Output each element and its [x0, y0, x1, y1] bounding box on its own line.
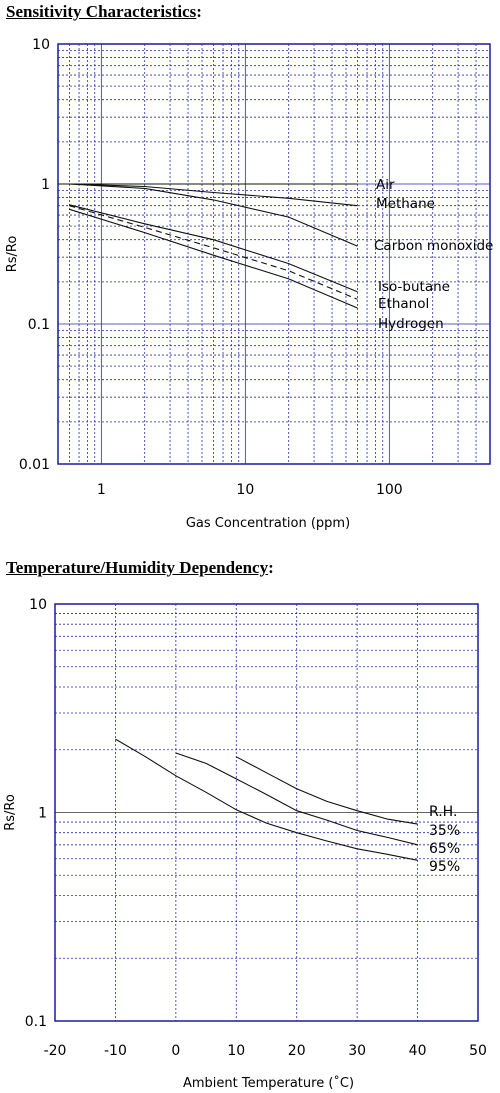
- y-tick-label: 0.01: [19, 457, 50, 473]
- series-line-ethanol: [69, 205, 358, 300]
- sensitivity-chart: 1 10 100 0.01 0.1 1 10 Gas Concentration (ppm) R…: [5, 37, 493, 531]
- y-tick-label: 1: [38, 806, 47, 822]
- series-line-hydrogen: [69, 208, 358, 309]
- x-tick-label: 10: [236, 482, 254, 498]
- series-label-rh-95: 95%: [429, 859, 460, 875]
- plot-frame: [57, 43, 491, 465]
- series-label-air: Air: [376, 177, 395, 193]
- x-axis-label: Gas Concentration (ppm): [186, 516, 350, 531]
- x-tick-label: 100: [376, 482, 403, 498]
- series-label-iso-butane: Iso-butane: [378, 279, 450, 295]
- series-line-methane: [69, 183, 358, 207]
- chart1-title-text: Sensitivity Characteristics: [6, 2, 197, 21]
- x-tick-label: -20: [44, 1043, 67, 1059]
- series-line-rh-65: [175, 752, 418, 846]
- series-label-rh-65: 65%: [429, 841, 460, 857]
- series-line-iso-butane: [69, 204, 358, 293]
- y-axis-label: Rs/Ro: [3, 794, 18, 831]
- series-line-rh-95: [115, 738, 418, 861]
- series-label-methane: Methane: [376, 196, 435, 212]
- series-label-carbon-monoxide: Carbon monoxide: [374, 238, 493, 254]
- x-tick-label: 10: [227, 1043, 245, 1059]
- y-tick-label: 0.1: [25, 1014, 47, 1030]
- y-tick-label: 0.1: [28, 317, 50, 333]
- x-tick-label: 30: [348, 1043, 366, 1059]
- y-tick-label: 10: [29, 597, 47, 613]
- series-label-hydrogen: Hydrogen: [378, 316, 444, 332]
- x-tick-label: 0: [171, 1043, 180, 1059]
- x-tick-label: -10: [104, 1043, 127, 1059]
- x-tick-label: 20: [288, 1043, 306, 1059]
- series-line-carbon-monoxide: [69, 183, 358, 247]
- x-tick-label: 1: [97, 482, 106, 498]
- series-label-ethanol: Ethanol: [378, 296, 429, 312]
- chart2-title: Temperature/Humidity Dependency:: [6, 558, 274, 578]
- plot-frame: [54, 603, 479, 1022]
- y-axis-label: Rs/Ro: [5, 236, 20, 273]
- x-tick-label: 40: [409, 1043, 427, 1059]
- legend-header: R.H.: [429, 804, 457, 820]
- chart1-title: Sensitivity Characteristics:: [6, 2, 202, 22]
- series-label-rh-35: 35%: [429, 823, 460, 839]
- chart1-title-colon: :: [196, 2, 202, 21]
- x-tick-label: 50: [469, 1043, 487, 1059]
- y-tick-label: 10: [32, 37, 50, 53]
- chart2-title-text: Temperature/Humidity Dependency: [6, 558, 269, 577]
- x-axis-label: Ambient Temperature (˚C): [183, 1075, 354, 1091]
- chart2-title-colon: :: [268, 558, 274, 577]
- y-tick-label: 1: [41, 177, 50, 193]
- series-line-rh-35: [236, 756, 418, 825]
